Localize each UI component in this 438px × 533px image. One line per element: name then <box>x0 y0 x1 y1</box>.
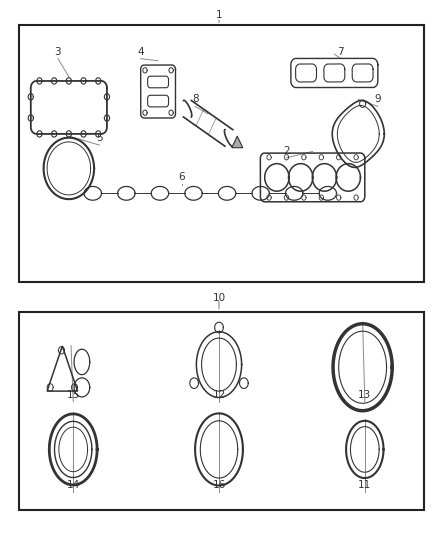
Text: 2: 2 <box>283 146 290 156</box>
Text: 14: 14 <box>67 480 80 490</box>
Bar <box>19 312 424 511</box>
Bar <box>19 25 424 282</box>
Text: 5: 5 <box>96 133 102 143</box>
Text: 7: 7 <box>338 47 344 56</box>
Polygon shape <box>232 136 243 148</box>
Text: 9: 9 <box>374 94 381 104</box>
Text: 6: 6 <box>179 172 185 182</box>
Text: 1: 1 <box>215 10 223 20</box>
Text: 15: 15 <box>67 390 80 400</box>
Text: 11: 11 <box>358 480 371 490</box>
Text: 13: 13 <box>358 390 371 400</box>
Text: 4: 4 <box>138 47 144 56</box>
Text: 3: 3 <box>55 47 61 56</box>
Text: 10: 10 <box>212 293 226 303</box>
Text: 16: 16 <box>212 480 226 490</box>
Text: 8: 8 <box>192 94 198 104</box>
Text: 12: 12 <box>212 390 226 400</box>
